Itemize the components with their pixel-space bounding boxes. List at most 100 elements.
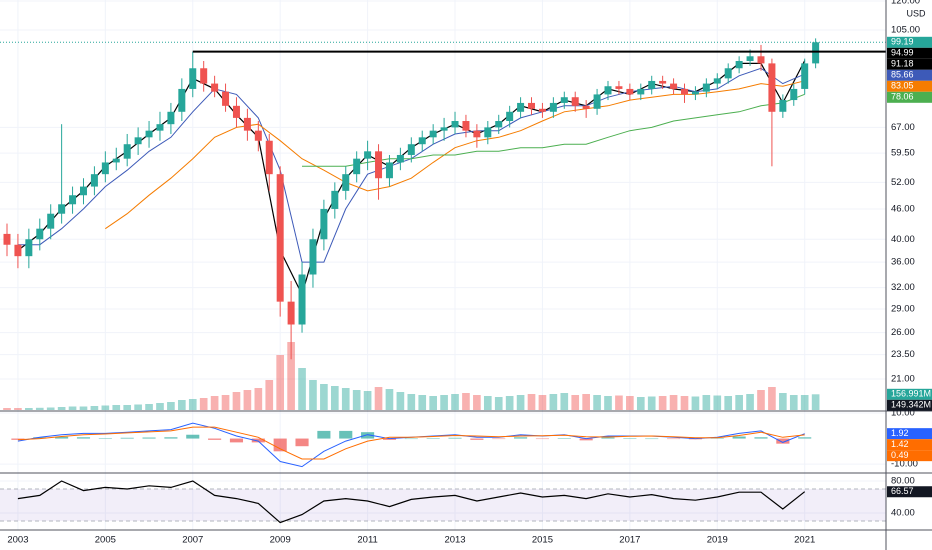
- candle-body: [451, 121, 459, 128]
- candle-body: [473, 130, 481, 138]
- macd-histogram-bar: [208, 438, 222, 440]
- volume-bar: [123, 405, 132, 410]
- candle-body: [495, 121, 503, 128]
- moving-average: [105, 80, 805, 230]
- candle-body: [418, 137, 426, 145]
- candle-body: [735, 60, 743, 69]
- volume-bar: [178, 400, 186, 410]
- candle-body: [681, 88, 688, 95]
- volume-bar: [243, 390, 252, 410]
- candle-body: [659, 80, 667, 84]
- volume-bar: [746, 394, 754, 410]
- volume-bar: [35, 407, 44, 410]
- volume-bar: [538, 395, 547, 410]
- volume-bar: [418, 395, 427, 410]
- volume-bar: [473, 395, 481, 410]
- volume-bar: [516, 395, 525, 410]
- candle-body: [670, 83, 678, 89]
- candle-body: [757, 56, 765, 64]
- volume-bar: [735, 395, 743, 410]
- macd-histogram-bar: [120, 437, 134, 439]
- grid: [0, 0, 886, 530]
- volume-bar: [46, 407, 55, 410]
- x-tick-label: 2017: [619, 535, 640, 546]
- x-tick-label: 2019: [707, 535, 728, 546]
- macd-histogram-bar: [382, 438, 397, 440]
- price-tag-label: 66.57: [891, 486, 914, 496]
- candle-body: [790, 88, 798, 101]
- candle-body: [593, 94, 601, 109]
- price-tag: [887, 486, 932, 498]
- candle-body: [604, 86, 612, 95]
- macd-histogram-bar: [470, 438, 484, 440]
- volume-bar: [462, 393, 470, 410]
- price-tag: [887, 428, 932, 440]
- volume-bar: [483, 396, 492, 410]
- price-tag: [887, 399, 932, 411]
- rsi-band: [0, 489, 886, 521]
- candle-body: [79, 186, 87, 196]
- candle-body: [331, 190, 339, 209]
- price-tag: [887, 36, 932, 48]
- volume-bar: [68, 406, 77, 410]
- rsi-line: [17, 480, 806, 524]
- y-tick-label: 40.00: [891, 508, 915, 519]
- volume-bar: [680, 396, 689, 410]
- candle-body: [648, 80, 656, 89]
- volume-bar: [768, 387, 776, 410]
- candle-body: [615, 86, 623, 89]
- macd-histogram-bar: [645, 438, 659, 440]
- macd-histogram-bar: [142, 437, 156, 439]
- volume-bar: [330, 386, 339, 410]
- y-tick-label: -10.00: [891, 459, 918, 470]
- volume-bar: [320, 384, 328, 410]
- price-tag: [887, 58, 932, 70]
- candle-body: [637, 88, 645, 95]
- volume-bar: [691, 396, 700, 410]
- candle-body: [538, 108, 546, 112]
- candle-body: [145, 130, 153, 138]
- macd-histogram-bar: [361, 432, 375, 439]
- macd-histogram-bar: [448, 437, 462, 439]
- price-tag-label: 1.42: [891, 439, 909, 449]
- candle-body: [309, 239, 317, 275]
- candle-body: [36, 228, 44, 240]
- candle-body: [342, 174, 350, 191]
- candle-body: [440, 127, 448, 131]
- volume-bar: [724, 396, 733, 410]
- volume-bar: [615, 395, 623, 410]
- macd-histogram-bar: [579, 438, 593, 441]
- volume-bar: [374, 387, 383, 410]
- volume-bar: [134, 404, 142, 410]
- candle-body: [112, 158, 120, 163]
- volume-bar: [298, 368, 306, 410]
- macd-histogram-bar: [295, 438, 309, 447]
- volume-bar: [396, 392, 405, 410]
- y-tick-label: 80.00: [891, 476, 915, 487]
- y-tick-label: 59.50: [891, 148, 915, 159]
- y-tick-label: 29.00: [891, 304, 915, 315]
- candle-body: [571, 97, 579, 106]
- price-tag-label: 78.06: [891, 92, 914, 102]
- volume-bar: [309, 380, 317, 410]
- currency-label: USD: [906, 8, 926, 18]
- volume-bar: [440, 395, 448, 410]
- price-tag: [887, 47, 932, 59]
- volume-bar: [221, 395, 230, 410]
- candle-body: [222, 91, 230, 106]
- macd-histogram-bar: [76, 437, 91, 439]
- x-tick-label: 2003: [7, 535, 28, 546]
- candle-body: [58, 204, 66, 214]
- candle-body: [298, 274, 306, 325]
- volume-bar: [363, 391, 372, 410]
- candle-body: [101, 162, 109, 175]
- moving-average: [302, 93, 805, 167]
- candle-body: [812, 42, 820, 64]
- volume-bar: [811, 394, 820, 410]
- y-tick-label: 32.00: [891, 282, 915, 293]
- price-tag: [887, 91, 932, 103]
- macd-histogram-bar: [514, 437, 528, 439]
- candle-body: [25, 239, 33, 257]
